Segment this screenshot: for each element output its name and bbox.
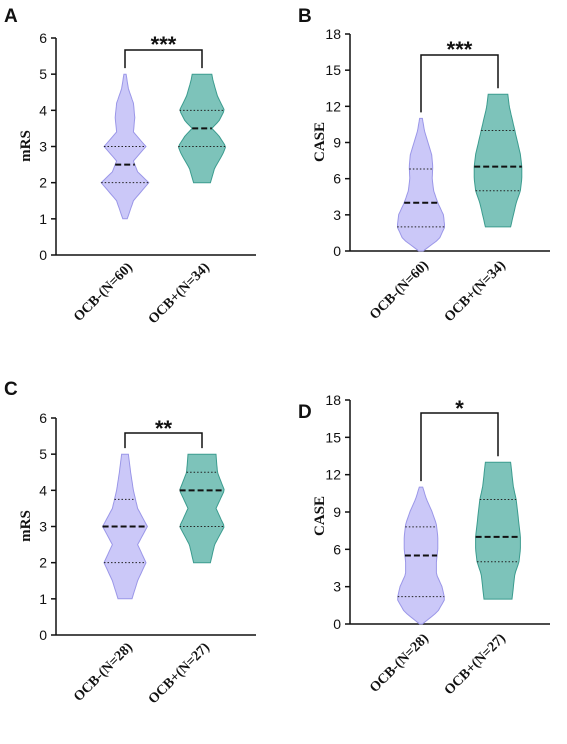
y-tick-label: 6 [333, 541, 341, 557]
violin-1 [473, 93, 523, 228]
y-tick-label: 3 [333, 579, 341, 595]
x-category-label: OCB+(N=34) [146, 260, 213, 327]
y-tick-label: 0 [333, 243, 341, 259]
violin-0 [396, 117, 446, 252]
panel-c: C mRS ** 0 1 2 3 4 5 6 OCB-(N=28) OCB+(N=27) [4, 379, 256, 707]
panel-letter-b: B [298, 6, 312, 27]
y-tick-label: 6 [39, 30, 47, 46]
x-category-label: OCB+(N=27) [146, 640, 213, 707]
y-tick-label: 6 [333, 171, 341, 187]
panel-letter-d: D [298, 402, 312, 423]
y-tick-label: 4 [39, 482, 47, 498]
y-tick-label: 3 [333, 207, 341, 223]
y-tick-label: 3 [39, 139, 47, 155]
y-axis-label: mRS [18, 510, 34, 542]
x-category-label: OCB+(N=27) [442, 631, 509, 698]
y-tick-label: 1 [39, 591, 47, 607]
violin-0 [397, 486, 445, 625]
y-tick-label: 9 [333, 135, 341, 151]
significance-bracket [124, 49, 203, 69]
y-tick-label: 1 [39, 211, 47, 227]
y-axis-label: CASE [312, 122, 328, 162]
y-tick-label: 6 [39, 410, 47, 426]
y-tick-label: 3 [39, 519, 47, 535]
y-tick-label: 9 [333, 504, 341, 520]
y-tick-label: 12 [325, 98, 341, 114]
y-axis-label: CASE [312, 496, 328, 536]
x-category-label: OCB-(N=28) [367, 631, 432, 696]
significance-bracket [420, 54, 499, 113]
y-tick-label: 4 [39, 102, 47, 118]
x-category-label: OCB+(N=34) [442, 258, 509, 325]
significance-bracket [124, 432, 203, 449]
y-tick-label: 5 [39, 66, 47, 82]
y-tick-label: 2 [39, 555, 47, 571]
panel-letter-a: A [4, 6, 18, 27]
y-tick-label: 5 [39, 446, 47, 462]
significance-bracket [420, 412, 499, 482]
y-tick-label: 18 [325, 392, 341, 408]
y-tick-label: 18 [325, 26, 341, 42]
panel-b: B CASE *** 0 3 6 9 12 15 18 OCB-(N=60) OCB+(N=34… [298, 6, 550, 325]
y-tick-label: 0 [39, 627, 47, 643]
significance-label: *** [447, 37, 473, 62]
significance-label: * [455, 396, 464, 421]
y-tick-label: 0 [333, 616, 341, 632]
violin-1 [179, 453, 225, 564]
y-axis-label: mRS [18, 130, 34, 162]
y-tick-label: 0 [39, 247, 47, 263]
panel-a: A mRS *** 0 1 2 3 4 5 6 OCB-(N=60) OCB+(N=34) [4, 6, 256, 327]
significance-label: ** [155, 416, 173, 441]
panel-d: D CASE * 0 3 6 9 12 15 18 OCB-(N=28) OCB+(N=27) [298, 392, 550, 698]
y-tick-label: 12 [325, 467, 341, 483]
violin-1 [475, 461, 521, 600]
y-tick-label: 2 [39, 175, 47, 191]
x-category-label: OCB-(N=28) [71, 640, 136, 705]
panel-letter-c: C [4, 379, 18, 400]
x-category-label: OCB-(N=60) [367, 258, 432, 323]
y-tick-label: 15 [325, 429, 341, 445]
y-tick-label: 15 [325, 62, 341, 78]
x-category-label: OCB-(N=60) [71, 260, 136, 325]
significance-label: *** [151, 32, 177, 57]
